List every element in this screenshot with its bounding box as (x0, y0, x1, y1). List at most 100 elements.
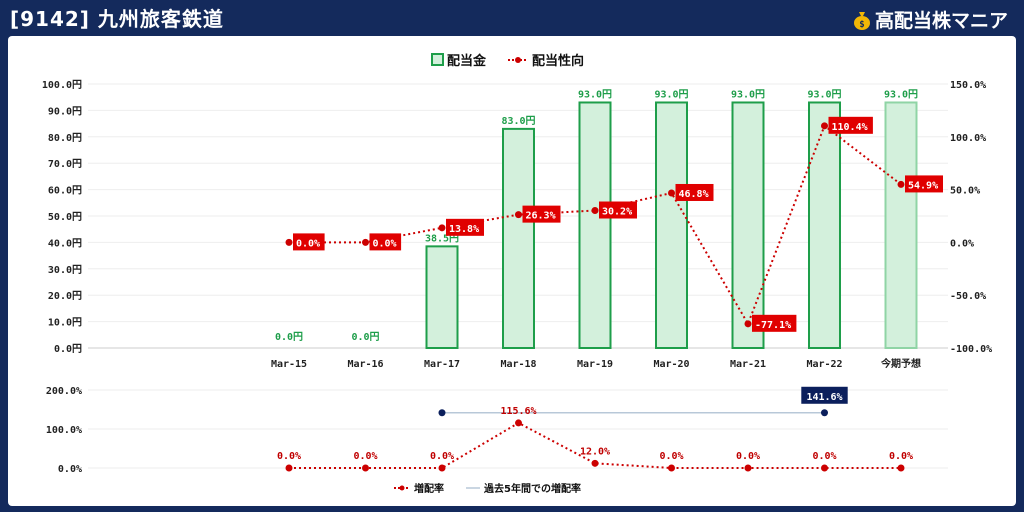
dividend-growth-point (515, 419, 522, 427)
dividend-growth-point (897, 464, 905, 472)
brand-logo[interactable]: $ 高配当株マニア (853, 6, 1008, 33)
sub-axis-tick: 100.0% (46, 425, 82, 436)
dividend-growth-point (285, 464, 293, 472)
payout-ratio-point (821, 122, 828, 130)
payout-ratio-point (515, 211, 522, 219)
dividend-bar (884, 101, 918, 350)
sub-legend: 増配率 過去5年間での増配率 (394, 482, 581, 495)
payout-label-box (675, 183, 714, 201)
payout-data-label: 13.8% (449, 224, 479, 235)
dividend-growth-point (438, 464, 446, 472)
dividend-data-label: 93.0円 (731, 88, 765, 100)
x-axis-tick: Mar-22 (806, 359, 842, 370)
payout-label-box (599, 201, 637, 219)
dividend-growth-label: 0.0% (812, 451, 836, 462)
x-axis-tick: Mar-21 (730, 359, 766, 370)
right-axis-tick: 0.0% (950, 238, 974, 249)
left-axis-tick: 70.0円 (48, 158, 82, 170)
left-axis-tick: 30.0円 (48, 264, 82, 276)
dividend-growth-label: 0.0% (889, 451, 913, 462)
legend-five-year-label: 過去5年間での増配率 (483, 482, 581, 495)
right-axis-tick: -50.0% (950, 291, 986, 302)
payout-ratio-point (285, 238, 293, 246)
x-axis-tick: Mar-17 (424, 359, 460, 370)
left-axis-tick: 0.0円 (54, 343, 82, 355)
dividend-growth-label: 0.0% (659, 451, 683, 462)
payout-data-label: 30.2% (602, 207, 632, 218)
x-axis-tick: Mar-18 (500, 359, 536, 370)
right-axis-tick: 100.0% (950, 133, 986, 144)
sub-axis-tick: 200.0% (46, 386, 82, 397)
dividend-data-label: 0.0円 (351, 331, 379, 343)
legend-dividend-label: 配当金 (447, 53, 487, 69)
svg-text:$: $ (859, 20, 864, 30)
payout-ratio-point (668, 189, 675, 197)
dividend-data-label: 93.0円 (884, 88, 918, 100)
left-axis-tick: 20.0円 (48, 290, 82, 302)
dividend-bar (731, 101, 765, 350)
x-axis-tick: 今期予想 (880, 357, 921, 370)
dividend-growth-label: 0.0% (430, 451, 454, 462)
dividend-growth-point (668, 464, 675, 472)
payout-label-box (446, 218, 484, 236)
payout-data-label: 54.9% (908, 180, 938, 191)
payout-label-box (369, 233, 402, 251)
dividend-growth-label: 12.0% (580, 446, 610, 457)
payout-data-label: 0.0% (296, 238, 320, 249)
dividend-growth-point (744, 464, 752, 472)
payout-data-label: 46.8% (679, 189, 709, 200)
dividend-data-label: 93.0円 (654, 88, 688, 100)
chart-panel: 配当金 配当性向 0.0円 10.0円 20.0円 30.0円 40.0円 50.0円 60.0… (8, 36, 1016, 506)
payout-ratio-point (438, 224, 446, 232)
left-axis-tick: 10.0円 (48, 317, 82, 329)
x-axis-tick: Mar-19 (577, 359, 613, 370)
payout-data-label: 110.4% (832, 122, 868, 133)
dividend-bar (808, 101, 841, 350)
right-axis-tick: 150.0% (950, 80, 986, 91)
dividend-bar (655, 101, 688, 350)
payout-data-label: 0.0% (373, 238, 397, 249)
money-bag-icon: $ (853, 11, 870, 30)
payout-data-label: -77.1% (755, 320, 791, 331)
dividend-data-label: 83.0円 (501, 115, 535, 127)
dividend-data-label: 0.0円 (275, 331, 303, 343)
left-axis-tick: 40.0円 (48, 237, 82, 249)
payout-ratio-point (591, 207, 599, 215)
left-axis-tick: 90.0円 (48, 105, 82, 117)
payout-label-box (752, 314, 797, 332)
dividend-growth-label: 115.6% (500, 406, 536, 417)
dividend-growth-point (362, 464, 369, 472)
left-axis-tick: 50.0円 (48, 211, 82, 223)
left-axis-tick: 80.0円 (48, 132, 82, 144)
payout-data-label: 26.3% (526, 211, 556, 222)
dividend-bar (578, 101, 612, 350)
x-axis-tick: Mar-20 (653, 359, 689, 370)
brand-name: 高配当株マニア (874, 10, 1008, 32)
right-axis-tick: 50.0% (950, 186, 980, 197)
dividend-bar (425, 245, 459, 349)
dividend-bar (502, 127, 535, 349)
dividend-growth-line (289, 421, 901, 469)
sub-axis-tick: 0.0% (58, 464, 82, 475)
payout-label-box (293, 233, 325, 251)
dividend-data-label: 93.0円 (807, 88, 841, 100)
dividend-growth-point (821, 464, 828, 472)
legend-growth-marker (399, 485, 405, 491)
left-axis-tick: 100.0円 (42, 79, 82, 91)
left-axis-tick: 60.0円 (48, 185, 82, 197)
page-title: [9142] 九州旅客鉄道 (10, 7, 224, 31)
payout-ratio-point (897, 180, 905, 188)
payout-label-box (522, 205, 561, 223)
dividend-data-label: 93.0円 (578, 88, 612, 100)
payout-label-box (905, 175, 943, 193)
payout-ratio-point (362, 238, 369, 246)
legend-payout-label: 配当性向 (532, 53, 584, 69)
five-year-growth-label: 141.6% (806, 392, 842, 403)
x-axis-tick: Mar-15 (271, 359, 307, 370)
x-axis-tick: Mar-16 (347, 359, 383, 370)
right-axis-tick: -100.0% (950, 344, 992, 355)
payout-ratio-point (744, 320, 752, 328)
legend-bar-swatch (431, 53, 444, 66)
payout-label-box (828, 116, 873, 134)
payout-ratio-line (289, 124, 902, 327)
